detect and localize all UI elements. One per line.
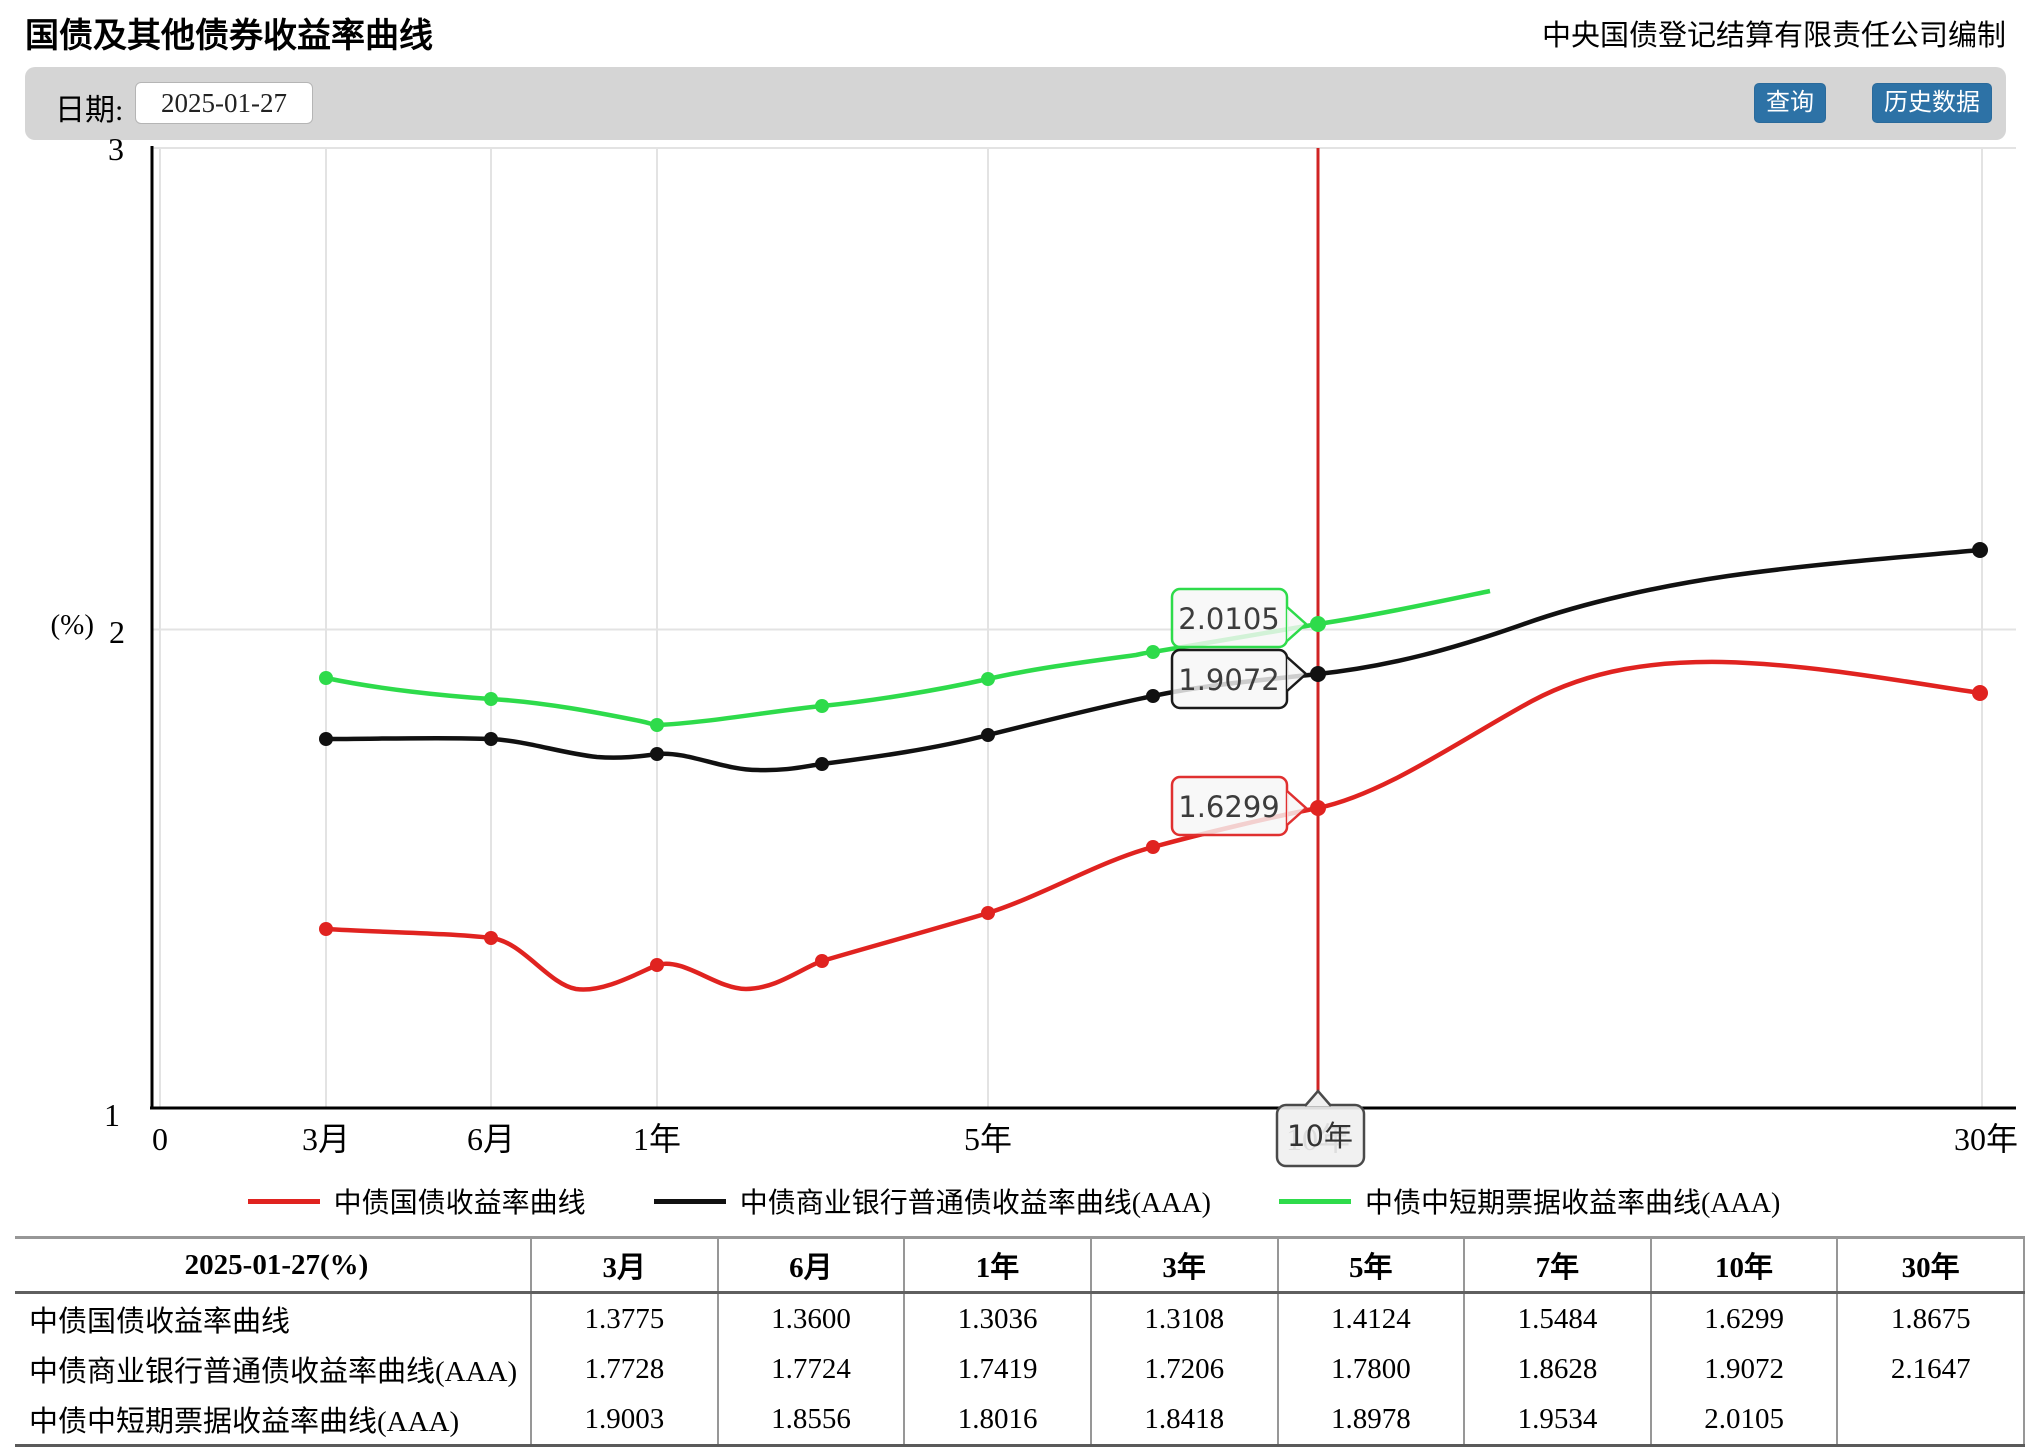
x-tick-30y: 30年 — [1954, 1121, 2018, 1157]
y-tick-1: 1 — [104, 1097, 120, 1133]
cell-value: 1.8675 — [1836, 1292, 2025, 1344]
crosshair-x-box: 10年 — [1275, 1089, 1366, 1168]
tooltip-black-value: 1.9072 — [1178, 663, 1279, 697]
cell-value: 2.0105 — [1649, 1394, 1838, 1446]
table-header-5y: 5年 — [1276, 1237, 1465, 1294]
cell-value: 1.7728 — [530, 1344, 718, 1394]
cell-value: 1.3108 — [1089, 1292, 1278, 1344]
y-axis-unit: (%) — [51, 609, 94, 641]
x-tick-3m: 3月 — [302, 1121, 350, 1157]
x-tick-5y: 5年 — [964, 1121, 1012, 1157]
yield-data-table: 2025-01-27(%) 3月 6月 1年 3年 5年 7年 10年 30年 … — [15, 1236, 2025, 1447]
table-row-treasury: 中债国债收益率曲线 1.3775 1.3600 1.3036 1.3108 1.… — [15, 1292, 2025, 1344]
table-header-10y: 10年 — [1649, 1237, 1838, 1294]
x-tick-6m: 6月 — [467, 1121, 515, 1157]
history-data-button[interactable]: 历史数据 — [1872, 83, 1992, 123]
legend-label: 中债国债收益率曲线 — [333, 1188, 586, 1219]
cell-value: 1.9072 — [1649, 1344, 1838, 1394]
cell-value: 1.3775 — [530, 1292, 718, 1344]
cell-value: 2.1647 — [1836, 1344, 2025, 1394]
cell-value: 1.9534 — [1463, 1394, 1651, 1446]
commercial-bank-points — [319, 542, 1988, 771]
table-row-short-term-notes: 中债中短期票据收益率曲线(AAA) 1.9003 1.8556 1.8016 1… — [15, 1394, 2025, 1446]
table-header-1y: 1年 — [903, 1237, 1091, 1294]
cell-value: 1.7724 — [716, 1344, 905, 1394]
page-title: 国债及其他债券收益率曲线 — [25, 18, 433, 55]
tooltip-green: 2.0105 — [1170, 587, 1308, 649]
treasury-points — [319, 685, 1988, 972]
x-tick-0: 0 — [152, 1121, 168, 1157]
legend-item-short-term-notes: 中债中短期票据收益率曲线(AAA) — [1279, 1181, 1780, 1221]
table-row-commercial-bank: 中债商业银行普通债收益率曲线(AAA) 1.7728 1.7724 1.7419… — [15, 1344, 2025, 1394]
cell-value: 1.7419 — [903, 1344, 1091, 1394]
cell-value: 1.8418 — [1089, 1394, 1278, 1446]
crosshair-x-label: 10年 — [1287, 1119, 1353, 1153]
legend-label: 中债商业银行普通债收益率曲线(AAA) — [739, 1188, 1211, 1219]
grid-lines — [152, 147, 2016, 1108]
cell-value: 1.6299 — [1649, 1292, 1838, 1344]
tooltip-black: 1.9072 — [1170, 648, 1308, 710]
chart-legend: 中债国债收益率曲线 中债商业银行普通债收益率曲线(AAA) 中债中短期票据收益率… — [0, 1180, 2028, 1222]
cell-value — [1836, 1394, 2025, 1446]
cell-value: 1.3036 — [903, 1292, 1091, 1344]
cell-value: 1.8628 — [1463, 1344, 1651, 1394]
treasury-curve[interactable] — [325, 659, 1981, 992]
short-term-notes-curve[interactable] — [325, 588, 1491, 728]
row-label: 中债国债收益率曲线 — [29, 1306, 291, 1338]
y-tick-3: 3 — [108, 131, 124, 167]
legend-item-commercial-bank: 中债商业银行普通债收益率曲线(AAA) — [653, 1181, 1211, 1221]
credit-text: 中央国债登记结算有限责任公司编制 — [1541, 20, 2006, 52]
date-label: 日期: — [55, 94, 124, 127]
table-header-3y: 3年 — [1089, 1237, 1278, 1294]
x-axis-labels: 0 3月 6月 1年 5年 10年 30年 — [152, 1121, 2018, 1157]
y-axis-labels: 3 (%) 2 1 — [51, 131, 125, 1133]
table-header-6m: 6月 — [716, 1237, 905, 1294]
legend-item-treasury: 中债国债收益率曲线 — [247, 1181, 586, 1221]
cell-value: 1.3600 — [716, 1292, 905, 1344]
commercial-bank-curve[interactable] — [325, 547, 1981, 773]
date-toolbar: 日期: 查询 历史数据 — [25, 67, 2006, 140]
table-header-30y: 30年 — [1836, 1237, 2025, 1294]
legend-swatch-green — [1279, 1198, 1351, 1204]
row-label: 中债中短期票据收益率曲线(AAA) — [29, 1406, 460, 1438]
cell-value: 1.7800 — [1276, 1344, 1465, 1394]
cell-value: 1.7206 — [1089, 1344, 1278, 1394]
date-input[interactable] — [135, 82, 313, 124]
legend-label: 中债中短期票据收益率曲线(AAA) — [1365, 1188, 1781, 1219]
tooltip-green-value: 2.0105 — [1178, 602, 1279, 636]
legend-swatch-black — [653, 1198, 726, 1204]
short-term-notes-points — [319, 616, 1326, 732]
cell-value: 1.4124 — [1276, 1292, 1465, 1344]
row-label: 中债商业银行普通债收益率曲线(AAA) — [29, 1356, 518, 1388]
cell-value: 1.8016 — [903, 1394, 1091, 1446]
table-header-7y: 7年 — [1463, 1237, 1651, 1294]
tooltip-red: 1.6299 — [1170, 775, 1308, 837]
yield-curve-chart: 3 (%) 2 1 0 3月 6月 1年 5年 10年 30年 2.0105 1… — [51, 131, 2018, 1168]
cell-value: 1.9003 — [530, 1394, 718, 1446]
table-header-date: 2025-01-27(%) — [15, 1237, 531, 1294]
table-header-3m: 3月 — [530, 1237, 718, 1294]
x-tick-1y: 1年 — [633, 1121, 681, 1157]
cell-value: 1.5484 — [1463, 1292, 1651, 1344]
legend-swatch-red — [247, 1198, 320, 1204]
query-button[interactable]: 查询 — [1754, 83, 1826, 123]
y-tick-2: 2 — [109, 614, 125, 650]
table-header-row: 2025-01-27(%) 3月 6月 1年 3年 5年 7年 10年 30年 — [15, 1237, 2025, 1294]
cell-value: 1.8978 — [1276, 1394, 1465, 1446]
axes — [150, 146, 2016, 1110]
cell-value: 1.8556 — [716, 1394, 905, 1446]
tooltip-red-value: 1.6299 — [1178, 790, 1279, 824]
